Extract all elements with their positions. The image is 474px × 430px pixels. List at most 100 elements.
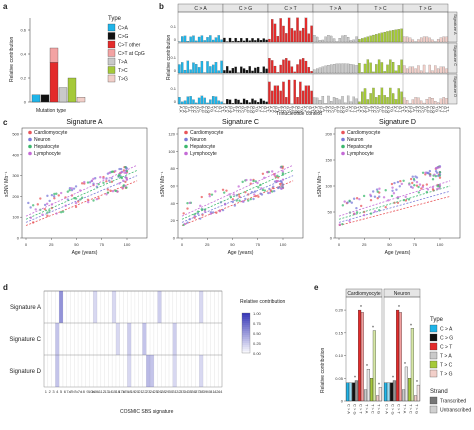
e-strand-swatch [429,396,438,405]
b-xtick-label: T.G [209,106,214,112]
b-xtick-label: T.C [198,106,203,112]
e-bar-transcribed [402,389,406,402]
b-bar [237,40,240,43]
c-legend-dot [341,144,345,149]
b-bar [355,98,358,105]
b-xtick-label: T.A [277,106,282,112]
b-bar [279,18,282,43]
d-legend-gradient [242,345,250,347]
d-xtick-label: 8 [83,389,86,394]
c-point [210,193,214,196]
c-point [249,182,252,185]
d-legend-gradient [242,337,250,339]
b-bar [206,37,209,43]
c-legend-label: Cardiomyocyte [347,130,381,136]
a-legend-swatch [107,40,116,49]
e-xtick-label: C > T [397,404,402,414]
b-bar [327,35,330,43]
d-legend-gradient [242,315,250,317]
d-row-label: Signature A [10,305,41,311]
e-star: * [416,380,418,386]
b-xtick-label: C.C [283,106,288,113]
b-xtick-label: G.T [218,106,223,113]
b-xtick-label: A.T [392,106,397,113]
b-bar [265,68,268,74]
c-point [247,199,250,202]
c-legend-dot [28,137,32,142]
c-point [400,182,404,186]
b-bar [434,65,437,74]
b-bar [377,95,381,105]
b-bar [234,98,237,105]
b-bar [231,103,235,105]
b-bar [217,70,220,74]
b-bar [439,66,443,74]
b-bar [349,64,353,74]
b-bar [259,98,263,105]
b-bar [434,101,437,105]
c-point [392,192,396,195]
c-point [259,192,262,195]
b-bar [420,70,423,74]
b-bar [183,35,187,43]
c-point [431,178,435,181]
b-xtick-label: T.A [322,106,327,112]
d-xtick-label: 36 [191,389,196,394]
c-xtick-label: 75 [256,242,261,247]
b-bar [203,97,206,105]
b-bar [420,37,423,43]
d-cell [199,291,204,323]
b-xtick-label: T.T [221,106,226,112]
d-xtick-label: 37 [195,389,200,394]
b-bar [369,35,372,43]
b-bar [248,40,251,43]
e-bar-transcribed [376,395,380,402]
c-point [348,219,351,223]
panel-e-ylabel: Relative contribution [320,347,326,393]
b-xtick-label: C.T [440,106,445,113]
b-bar [211,39,215,43]
c-ytick-label: 200 [325,132,332,137]
b-bar [248,66,251,74]
e-xtick-label: T > G [415,404,420,414]
b-bar [271,90,274,105]
c-point [415,184,419,187]
e-strand-label: Untranscribed [440,408,471,414]
b-bar [285,97,288,105]
c-point [358,197,361,201]
d-xtick-label: 4 [56,389,59,394]
b-row-label: Signature A [453,14,458,35]
a-bar-ct-at-cpg [49,47,59,63]
a-legend-label: C>T other [118,43,141,49]
c-point [438,187,441,190]
c-trend-line [338,180,451,217]
b-xtick-label: C.C [238,106,243,113]
b-header: C > T [284,6,296,12]
b-bar [276,85,280,105]
d-xtick-label: 35 [188,389,193,394]
c-point [402,179,405,182]
d-cell [127,323,132,355]
d-xtick-label: 11 [97,389,102,394]
c-point [417,185,420,189]
c-point [238,199,241,202]
e-facet-frame [345,296,383,402]
c-point [387,199,390,202]
c-point [398,185,401,188]
c-point [34,208,37,211]
b-bar [285,58,288,74]
c-point [125,178,129,181]
c-point [433,173,436,176]
b-xtick-label: T.G [434,106,439,112]
b-xtick-label: G.A [274,106,279,113]
b-xtick-label: C.T [395,106,400,113]
b-bar [324,36,327,43]
b-bar [321,39,325,43]
b-bar [439,37,443,43]
b-bar [240,38,243,43]
b-bar [346,37,350,43]
c-xtick-label: 0 [181,242,184,247]
panel-a-ylabel: Relative contribution [9,36,15,82]
c-point [434,166,438,170]
b-bar [301,90,305,105]
